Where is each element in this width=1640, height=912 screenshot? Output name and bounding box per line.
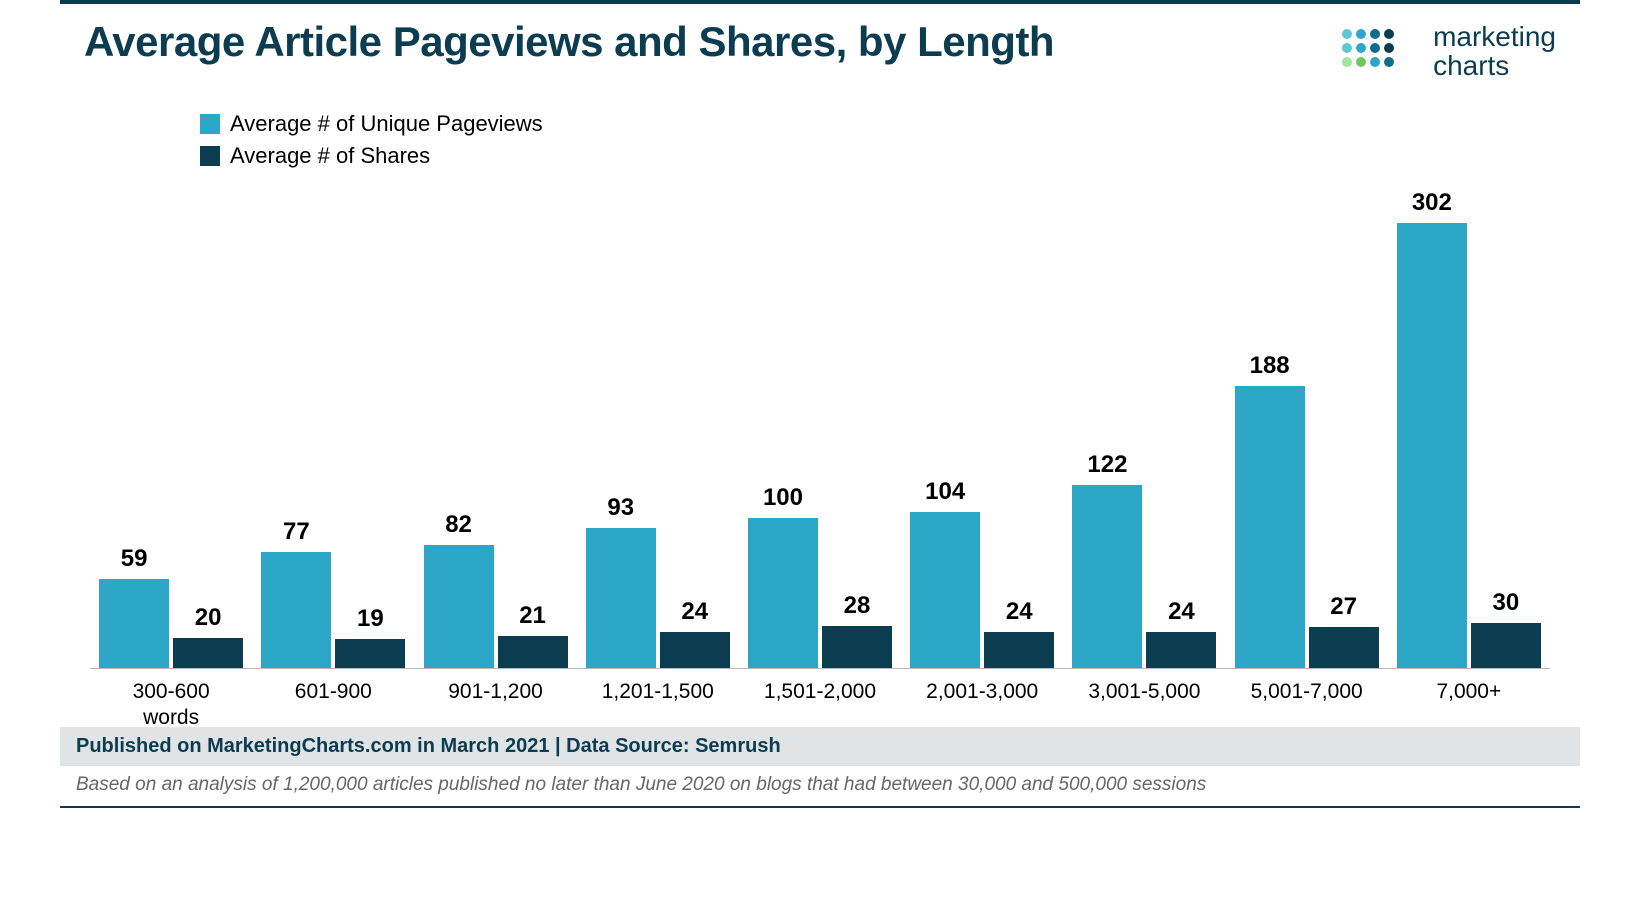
bar-value-label: 28	[844, 592, 871, 620]
bar-group: 188 27	[1226, 189, 1388, 668]
bar-wrap: 122	[1072, 189, 1142, 668]
x-axis-label: 300-600words	[90, 679, 252, 732]
bar-wrap: 28	[822, 189, 892, 668]
chart-frame: Average Article Pageviews and Shares, by…	[60, 0, 1580, 808]
bar-value-label: 104	[925, 478, 965, 506]
bar-value-label: 30	[1493, 589, 1520, 617]
x-axis-label: 7,000+	[1388, 679, 1550, 732]
bar-wrap: 24	[660, 189, 730, 668]
legend-item-shares: Average # of Shares	[200, 143, 1580, 169]
bar-wrap: 188	[1235, 189, 1305, 668]
x-axis-label: 1,201-1,500	[577, 679, 739, 732]
bar-group: 302 30	[1388, 189, 1550, 668]
x-axis-label: 1,501-2,000	[739, 679, 901, 732]
bar-wrap: 21	[498, 189, 568, 668]
bar-groups: 5920771982219324100281042412224188273023…	[90, 189, 1550, 668]
legend-swatch-shares	[200, 146, 220, 166]
bar-pageviews	[1072, 485, 1142, 668]
legend-label-shares: Average # of Shares	[230, 143, 430, 169]
bar-value-label: 59	[121, 545, 148, 573]
bar-wrap: 104	[910, 189, 980, 668]
bar-pageviews	[99, 579, 169, 668]
bar-shares	[498, 636, 568, 668]
plot-area: 5920771982219324100281042412224188273023…	[90, 189, 1550, 669]
logo-line1: marketing	[1433, 22, 1556, 51]
bar-group: 100 28	[739, 189, 901, 668]
bar-shares	[173, 638, 243, 668]
bar-pageviews	[748, 518, 818, 668]
logo-line2: charts	[1433, 51, 1556, 80]
legend-label-pageviews: Average # of Unique Pageviews	[230, 111, 543, 137]
footer: Published on MarketingCharts.com in Marc…	[60, 727, 1580, 806]
bar-value-label: 24	[1168, 598, 1195, 626]
bar-shares	[822, 626, 892, 668]
legend-item-pageviews: Average # of Unique Pageviews	[200, 111, 1580, 137]
bar-wrap: 100	[748, 189, 818, 668]
bar-value-label: 21	[519, 602, 546, 630]
bar-wrap: 77	[261, 189, 331, 668]
published-line: Published on MarketingCharts.com in Marc…	[60, 727, 1580, 766]
bar-group: 82 21	[414, 189, 576, 668]
bar-value-label: 122	[1087, 451, 1127, 479]
legend: Average # of Unique Pageviews Average # …	[60, 81, 1580, 169]
bar-value-label: 20	[195, 604, 222, 632]
x-axis-label: 5,001-7,000	[1226, 679, 1388, 732]
logo-text: marketing charts	[1433, 22, 1556, 81]
bar-pageviews	[261, 552, 331, 668]
bar-shares	[1309, 627, 1379, 668]
bar-pageviews	[1397, 223, 1467, 668]
bar-wrap: 93	[586, 189, 656, 668]
bar-group: 77 19	[252, 189, 414, 668]
bar-pageviews	[586, 528, 656, 668]
bar-shares	[1471, 623, 1541, 668]
bar-value-label: 302	[1412, 189, 1452, 217]
bar-wrap: 302	[1397, 189, 1467, 668]
bar-value-label: 24	[681, 598, 708, 626]
chart-title: Average Article Pageviews and Shares, by…	[84, 18, 1054, 66]
bar-group: 104 24	[901, 189, 1063, 668]
logo-dots-icon	[1339, 26, 1419, 76]
bar-shares	[1146, 632, 1216, 668]
footnote: Based on an analysis of 1,200,000 articl…	[60, 766, 1580, 806]
x-axis-label: 3,001-5,000	[1063, 679, 1225, 732]
bar-pageviews	[424, 545, 494, 668]
bar-wrap: 82	[424, 189, 494, 668]
brand-logo: marketing charts	[1339, 18, 1556, 81]
bar-value-label: 82	[445, 511, 472, 539]
bar-wrap: 30	[1471, 189, 1541, 668]
x-axis: 300-600words601-900901-1,2001,201-1,5001…	[90, 679, 1550, 732]
bar-wrap: 24	[1146, 189, 1216, 668]
bar-group: 93 24	[577, 189, 739, 668]
bar-pageviews	[1235, 386, 1305, 668]
bar-group: 122 24	[1063, 189, 1225, 668]
legend-swatch-pageviews	[200, 114, 220, 134]
bar-wrap: 24	[984, 189, 1054, 668]
x-axis-label: 601-900	[252, 679, 414, 732]
bar-wrap: 59	[99, 189, 169, 668]
x-axis-label: 901-1,200	[414, 679, 576, 732]
bar-wrap: 27	[1309, 189, 1379, 668]
bar-value-label: 93	[607, 494, 634, 522]
bar-shares	[335, 639, 405, 668]
bar-value-label: 19	[357, 605, 384, 633]
bar-value-label: 24	[1006, 598, 1033, 626]
bar-wrap: 19	[335, 189, 405, 668]
bar-value-label: 77	[283, 518, 310, 546]
bar-value-label: 188	[1250, 352, 1290, 380]
bar-value-label: 100	[763, 484, 803, 512]
bar-shares	[984, 632, 1054, 668]
bar-group: 59 20	[90, 189, 252, 668]
header: Average Article Pageviews and Shares, by…	[60, 4, 1580, 81]
x-axis-label: 2,001-3,000	[901, 679, 1063, 732]
bar-wrap: 20	[173, 189, 243, 668]
bar-value-label: 27	[1330, 593, 1357, 621]
bar-shares	[660, 632, 730, 668]
bar-pageviews	[910, 512, 980, 668]
